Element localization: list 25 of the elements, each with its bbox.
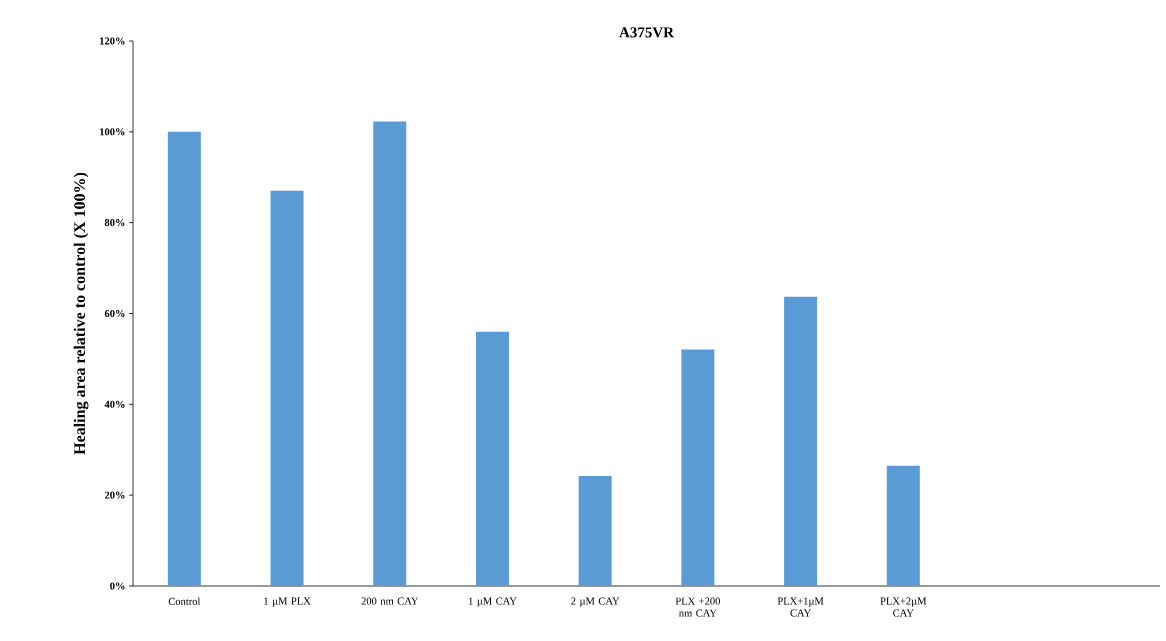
x-tick-label: 1 µM CAY: [468, 597, 517, 607]
x-tick-label: 1 µM PLX: [264, 597, 311, 607]
y-tick-label: 0%: [110, 582, 125, 590]
x-tick-label: PLX +200 nm CAY: [675, 597, 720, 617]
bar: [784, 296, 818, 586]
x-tick-label: Control: [168, 597, 201, 605]
y-tick-label: 40%: [104, 400, 125, 408]
y-tick-label: 100%: [100, 128, 125, 136]
x-tick-label: 200 nm CAY: [361, 597, 419, 605]
bar: [373, 121, 407, 586]
x-tick-label: PLX+2µM CAY: [880, 597, 927, 617]
x-tick-label: PLX+1µM CAY: [777, 597, 824, 617]
y-tick-label: 60%: [104, 309, 125, 318]
chart-title: A375VR: [619, 27, 675, 38]
bar: [681, 349, 715, 586]
bar: [270, 190, 304, 586]
y-tick-label: 80%: [104, 219, 125, 227]
x-tick-label: 2 µM CAY: [571, 597, 620, 607]
bar: [886, 465, 920, 586]
bar: [578, 476, 612, 586]
y-tick-label: 120%: [100, 37, 125, 45]
bar: [167, 131, 201, 586]
y-axis-title: Healing area relative to control (X 100%): [73, 172, 89, 455]
bar: [475, 331, 509, 586]
y-tick-label: 20%: [104, 491, 125, 499]
